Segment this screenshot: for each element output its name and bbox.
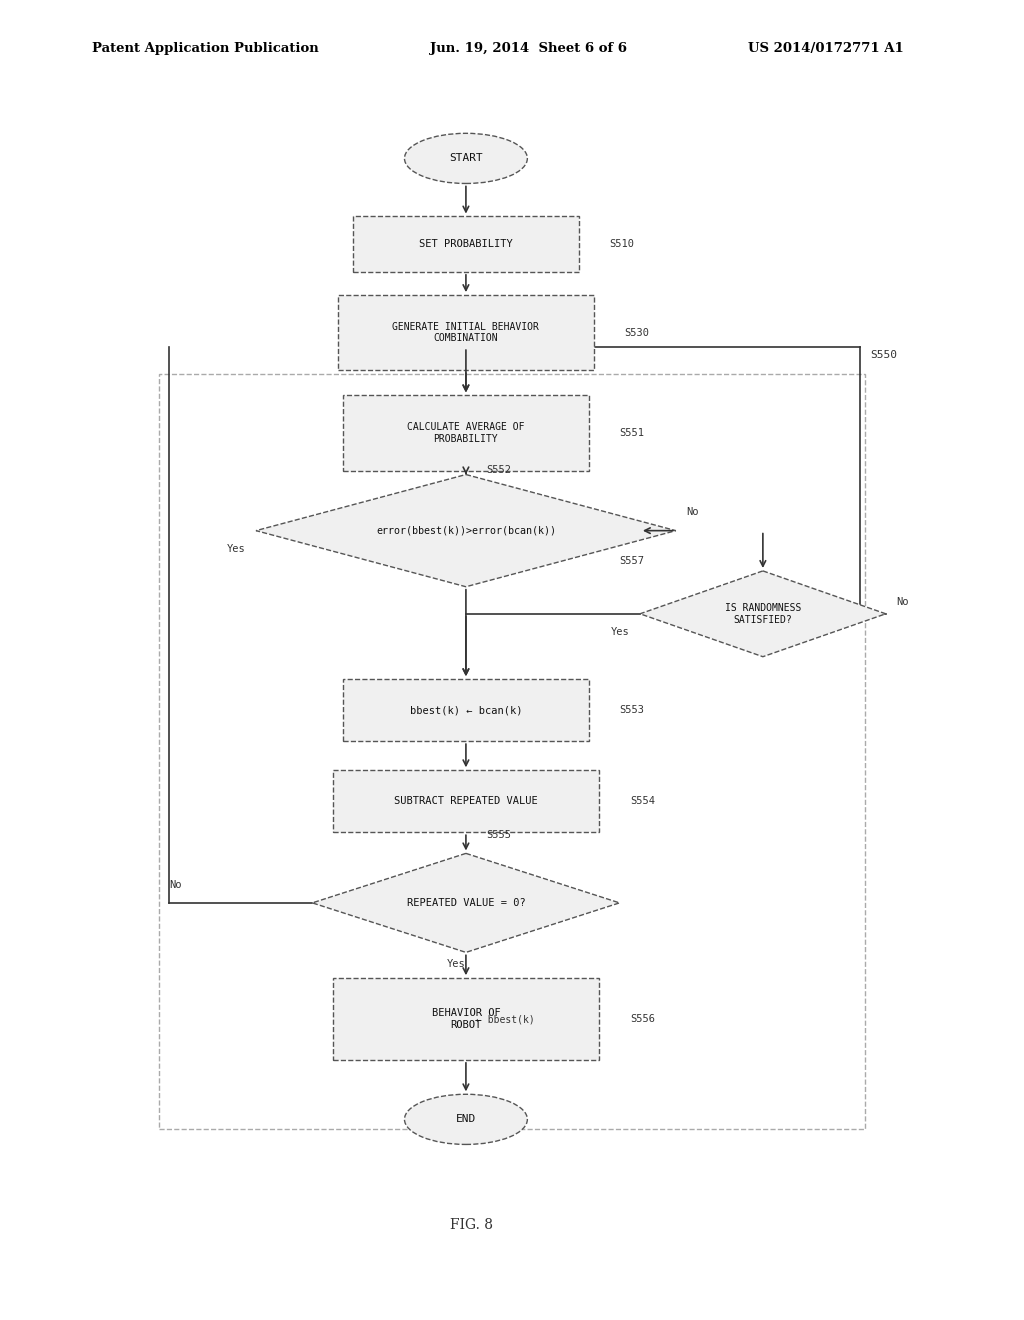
FancyBboxPatch shape <box>333 978 599 1060</box>
FancyBboxPatch shape <box>343 395 589 470</box>
Text: ← bbest(k): ← bbest(k) <box>476 1014 535 1024</box>
Text: S550: S550 <box>870 350 897 360</box>
Text: Yes: Yes <box>611 627 630 638</box>
Text: REPEATED VALUE = 0?: REPEATED VALUE = 0? <box>407 898 525 908</box>
Text: No: No <box>686 507 698 517</box>
Polygon shape <box>640 570 886 656</box>
Text: US 2014/0172771 A1: US 2014/0172771 A1 <box>748 42 903 55</box>
Text: Yes: Yes <box>446 958 465 969</box>
Polygon shape <box>312 854 620 953</box>
FancyBboxPatch shape <box>333 771 599 833</box>
Text: No: No <box>896 597 908 607</box>
Text: S555: S555 <box>486 830 511 841</box>
FancyBboxPatch shape <box>343 678 589 741</box>
Text: S557: S557 <box>620 556 644 566</box>
FancyBboxPatch shape <box>338 296 594 370</box>
Ellipse shape <box>404 133 527 183</box>
Text: END: END <box>456 1114 476 1125</box>
Text: S556: S556 <box>630 1014 654 1024</box>
Text: S551: S551 <box>620 428 644 438</box>
Text: S552: S552 <box>486 465 511 475</box>
Text: SUBTRACT REPEATED VALUE: SUBTRACT REPEATED VALUE <box>394 796 538 807</box>
Text: bbest(k) ← bcan(k): bbest(k) ← bcan(k) <box>410 705 522 715</box>
Text: S510: S510 <box>609 239 634 249</box>
Text: BEHAVIOR OF
ROBOT: BEHAVIOR OF ROBOT <box>431 1008 501 1030</box>
Text: FIG. 8: FIG. 8 <box>450 1218 493 1232</box>
Text: S553: S553 <box>620 705 644 715</box>
Text: Jun. 19, 2014  Sheet 6 of 6: Jun. 19, 2014 Sheet 6 of 6 <box>430 42 627 55</box>
Text: GENERATE INITIAL BEHAVIOR
COMBINATION: GENERATE INITIAL BEHAVIOR COMBINATION <box>392 322 540 343</box>
Polygon shape <box>256 475 676 586</box>
Bar <box>159 374 865 1129</box>
Text: No: No <box>169 879 181 890</box>
Text: CALCULATE AVERAGE OF
PROBABILITY: CALCULATE AVERAGE OF PROBABILITY <box>408 422 524 444</box>
Text: S530: S530 <box>625 327 649 338</box>
FancyBboxPatch shape <box>353 216 579 272</box>
Text: Yes: Yes <box>227 544 246 554</box>
Text: S554: S554 <box>630 796 654 807</box>
Text: IS RANDOMNESS
SATISFIED?: IS RANDOMNESS SATISFIED? <box>725 603 801 624</box>
Text: START: START <box>450 153 482 164</box>
Ellipse shape <box>404 1094 527 1144</box>
Text: SET PROBABILITY: SET PROBABILITY <box>419 239 513 249</box>
Text: error(bbest(k))>error(bcan(k)): error(bbest(k))>error(bcan(k)) <box>376 525 556 536</box>
Text: Patent Application Publication: Patent Application Publication <box>92 42 318 55</box>
